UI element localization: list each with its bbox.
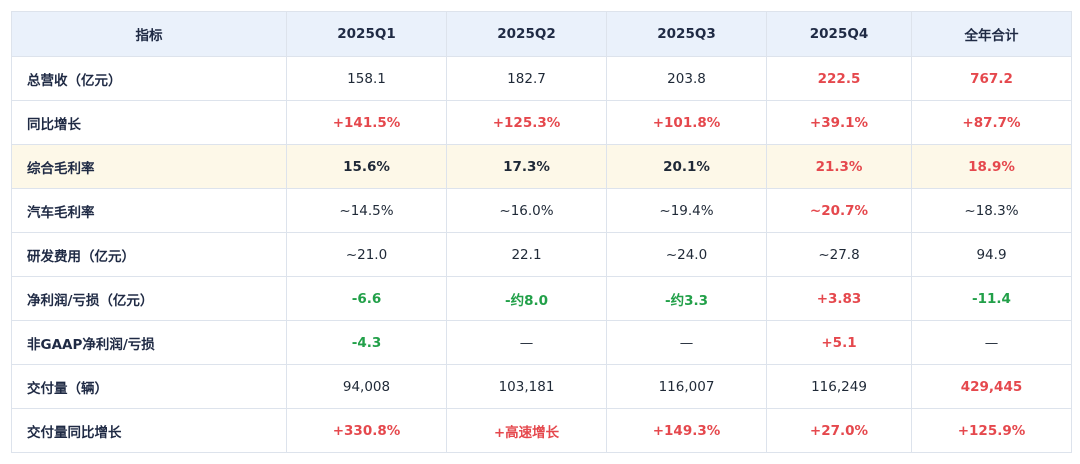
row-label: 总营收（亿元） — [11, 56, 287, 101]
table-cell: ~21.0 — [286, 232, 447, 277]
table-cell: 116,007 — [606, 364, 767, 409]
table-cell: +高速增长 — [446, 408, 607, 453]
table-cell: +27.0% — [766, 408, 912, 453]
header-2025q2: 2025Q2 — [446, 11, 607, 57]
table-row: 综合毛利率 15.6% 17.3% 20.1% 21.3% 18.9% — [11, 144, 1072, 189]
table-cell: ~19.4% — [606, 188, 767, 233]
table-cell: — — [446, 320, 607, 365]
table-cell: 158.1 — [286, 56, 447, 101]
table-cell: +3.83 — [766, 276, 912, 321]
table-cell: +5.1 — [766, 320, 912, 365]
row-label: 研发费用（亿元） — [11, 232, 287, 277]
table-cell: +101.8% — [606, 100, 767, 145]
row-label: 交付量同比增长 — [11, 408, 287, 453]
row-label: 净利润/亏损（亿元） — [11, 276, 287, 321]
table-body: 总营收（亿元） 158.1 182.7 203.8 222.5 767.2 同比增长 +141… — [11, 56, 1072, 453]
table-cell: 182.7 — [446, 56, 607, 101]
table-cell: — — [911, 320, 1072, 365]
table-cell: +141.5% — [286, 100, 447, 145]
table-cell: ~20.7% — [766, 188, 912, 233]
table-cell: 21.3% — [766, 144, 912, 189]
table-row: 非GAAP净利润/亏损 -4.3— — +5.1— — [11, 320, 1072, 365]
quarterly-financial-table: 指标 2025Q1 2025Q2 2025Q3 2025Q4 全年合计 总营收（… — [11, 11, 1072, 453]
table-cell: 203.8 — [606, 56, 767, 101]
table-cell: +87.7% — [911, 100, 1072, 145]
row-label: 交付量（辆） — [11, 364, 287, 409]
header-2025q4: 2025Q4 — [766, 11, 912, 57]
table-cell: — — [606, 320, 767, 365]
table-cell: 17.3% — [446, 144, 607, 189]
table-cell: 22.1 — [446, 232, 607, 277]
table-cell: -约3.3 — [606, 276, 767, 321]
table-cell: +330.8% — [286, 408, 447, 453]
table-cell: ~16.0% — [446, 188, 607, 233]
table-cell: 20.1% — [606, 144, 767, 189]
table-row: 同比增长 +141.5% +125.3% +101.8% +39.1% +87.7% — [11, 100, 1072, 145]
table-cell: ~24.0 — [606, 232, 767, 277]
table-row: 净利润/亏损（亿元） -6.6 -约8.0 -约3.3 +3.83 -11.4 — [11, 276, 1072, 321]
table-cell: 94.9 — [911, 232, 1072, 277]
row-label: 非GAAP净利润/亏损 — [11, 320, 287, 365]
table-cell: ~27.8 — [766, 232, 912, 277]
header-2025q3: 2025Q3 — [606, 11, 767, 57]
table-cell: 15.6% — [286, 144, 447, 189]
row-label: 汽车毛利率 — [11, 188, 287, 233]
row-label: 综合毛利率 — [11, 144, 287, 189]
table-cell: -约8.0 — [446, 276, 607, 321]
header-metric: 指标 — [11, 11, 287, 57]
header-full-year: 全年合计 — [911, 11, 1072, 57]
table-cell: +125.3% — [446, 100, 607, 145]
table-row: 交付量（辆） 94,008 103,181 116,007 116,249 429,445 — [11, 364, 1072, 409]
table-cell: ~18.3% — [911, 188, 1072, 233]
table-cell: 94,008 — [286, 364, 447, 409]
table-row: 研发费用（亿元） ~21.0 22.1 ~24.0 ~27.8 94.9 — [11, 232, 1072, 277]
table-cell: -6.6 — [286, 276, 447, 321]
row-label: 同比增长 — [11, 100, 287, 145]
table-cell: ~14.5% — [286, 188, 447, 233]
table-header-row: 指标 2025Q1 2025Q2 2025Q3 2025Q4 全年合计 — [11, 11, 1072, 57]
table-cell: +125.9% — [911, 408, 1072, 453]
table-row: 交付量同比增长 +330.8% +高速增长 +149.3% +27.0% +125.9% — [11, 408, 1072, 453]
table-cell: 103,181 — [446, 364, 607, 409]
header-2025q1: 2025Q1 — [286, 11, 447, 57]
table-cell: 767.2 — [911, 56, 1072, 101]
table-cell: -4.3 — [286, 320, 447, 365]
table-cell: 429,445 — [911, 364, 1072, 409]
table-cell: 222.5 — [766, 56, 912, 101]
table-row: 总营收（亿元） 158.1 182.7 203.8 222.5 767.2 — [11, 56, 1072, 101]
table-cell: 116,249 — [766, 364, 912, 409]
table-row: 汽车毛利率 ~14.5% ~16.0% ~19.4% ~20.7% ~18.3% — [11, 188, 1072, 233]
table-cell: -11.4 — [911, 276, 1072, 321]
table-cell: +39.1% — [766, 100, 912, 145]
table-cell: +149.3% — [606, 408, 767, 453]
table-cell: 18.9% — [911, 144, 1072, 189]
financial-table-container: 指标 2025Q1 2025Q2 2025Q3 2025Q4 全年合计 总营收（… — [11, 11, 1072, 453]
